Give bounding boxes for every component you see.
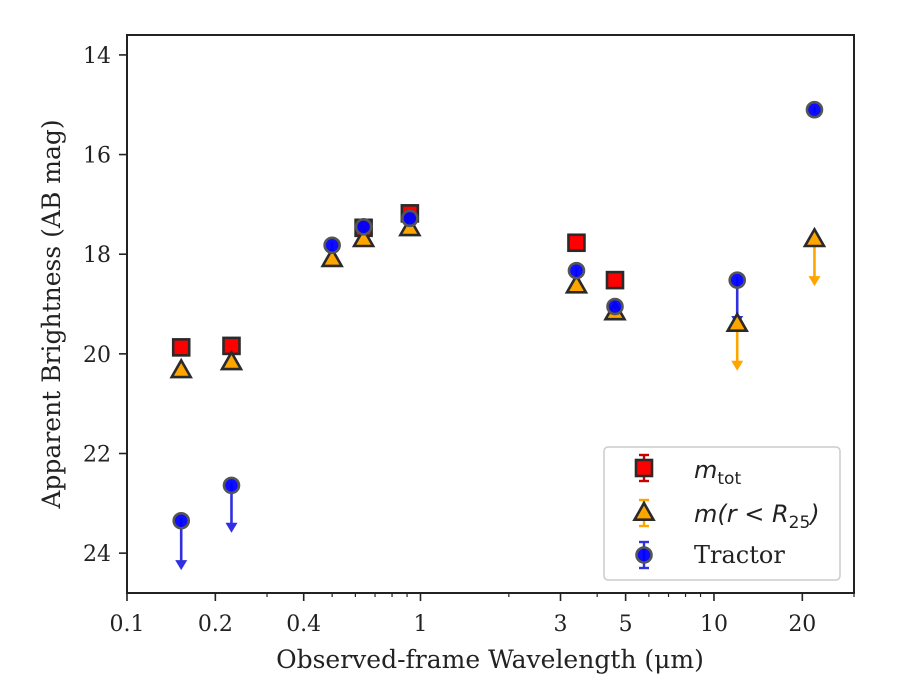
x-tick-label: 0.2 (198, 612, 233, 637)
x-tick-label: 3 (554, 612, 568, 637)
data-point-triangle (564, 273, 589, 294)
x-tick-label: 20 (788, 612, 816, 637)
data-point-triangle (725, 311, 749, 332)
data-point-square (171, 338, 191, 357)
data-point-circle (222, 476, 241, 495)
data-point-circle (354, 218, 373, 236)
data-point-square (605, 270, 625, 290)
data-point-square (567, 233, 586, 253)
legend-label-tractor: Tractor (694, 541, 785, 569)
legend-marker-triangle (632, 500, 656, 522)
data-point-circle (323, 236, 341, 255)
upper-limit-arrowhead (175, 560, 188, 571)
axis-ticks: 0.1 0.2 0.4 1 3 5 10 20 14 16 18 20 22 24 (83, 44, 855, 637)
data-point-circle (606, 297, 624, 316)
y-tick-label: 22 (83, 443, 111, 468)
legend-label-mr25: m(r < R25) (694, 500, 820, 533)
legend-label-close: ) (808, 500, 819, 528)
upper-limit-arrowhead (731, 360, 744, 371)
x-tick-label: 10 (700, 612, 728, 637)
x-tick-label: 5 (619, 612, 633, 637)
x-axis-label: Observed-frame Wavelength (μm) (276, 645, 704, 674)
x-tick-label: 0.1 (110, 612, 145, 637)
y-axis-label: Apparent Brightness (AB mag) (37, 119, 66, 509)
legend-label-main: m(r < R (694, 500, 789, 528)
y-tick-label: 18 (83, 243, 111, 268)
y-tick-label: 20 (83, 343, 111, 368)
data-point-circle (805, 100, 824, 119)
data-point-triangle (351, 226, 376, 248)
data-point-triangle (802, 226, 827, 248)
legend-label-mtot: mtot (694, 456, 741, 489)
legend-label-main: m (694, 456, 717, 484)
data-point-circle (172, 511, 191, 530)
data-point-circle (401, 209, 419, 228)
x-tick-label: 0.4 (286, 612, 321, 637)
x-tick-label: 1 (413, 612, 427, 637)
upper-limit-arrowhead (808, 276, 821, 287)
upper-limit-arrowhead (225, 522, 238, 533)
legend-label-sub: tot (717, 469, 741, 489)
legend-box (603, 446, 841, 581)
data-point-circle (728, 271, 747, 289)
data-point-circle (567, 261, 586, 280)
data-point-triangle (169, 357, 193, 379)
legend-marker-square (634, 458, 654, 478)
y-tick-label: 24 (83, 542, 111, 567)
y-tick-label: 16 (83, 144, 111, 169)
legend: mtot m(r < R25) Tractor (603, 446, 841, 581)
legend-marker-circle (635, 546, 653, 564)
data-point-triangle (320, 246, 344, 268)
data-point-triangle (219, 349, 244, 371)
data-marks (169, 100, 827, 571)
legend-label-sub: 25 (789, 513, 811, 533)
y-tick-label: 14 (83, 44, 111, 69)
